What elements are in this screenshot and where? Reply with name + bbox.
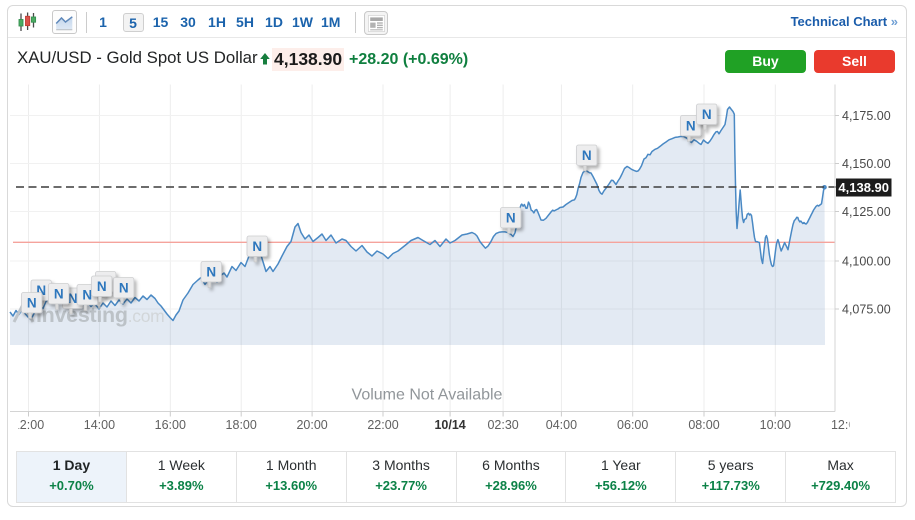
svg-text:N: N (206, 265, 216, 280)
svg-text:04:00: 04:00 (546, 418, 577, 432)
svg-text:N: N (119, 281, 129, 296)
svg-text:4,100.00: 4,100.00 (842, 255, 891, 269)
svg-text:18:00: 18:00 (226, 418, 257, 432)
svg-text:22:00: 22:00 (367, 418, 398, 432)
svg-text:N: N (82, 288, 92, 303)
svg-text:N: N (54, 287, 64, 302)
svg-text:N: N (506, 211, 516, 226)
svg-text:N: N (27, 296, 37, 311)
svg-text:4,150.00: 4,150.00 (842, 157, 891, 171)
svg-text:N: N (582, 148, 592, 163)
svg-text:08:00: 08:00 (688, 418, 719, 432)
svg-text:N: N (686, 119, 696, 134)
svg-text:4,175.00: 4,175.00 (842, 109, 891, 123)
svg-text:N: N (68, 291, 78, 306)
svg-text:Volume Not Available: Volume Not Available (352, 387, 503, 404)
svg-text:4,075.00: 4,075.00 (842, 303, 891, 317)
svg-text:N: N (97, 279, 107, 294)
svg-text:06:00: 06:00 (617, 418, 648, 432)
svg-text:4,138.90: 4,138.90 (838, 180, 889, 195)
svg-text:16:00: 16:00 (155, 418, 186, 432)
svg-text:20:00: 20:00 (296, 418, 327, 432)
svg-text:02:30: 02:30 (487, 418, 518, 432)
svg-text:10/14: 10/14 (434, 418, 465, 432)
svg-text:10:00: 10:00 (760, 418, 791, 432)
svg-text:N: N (702, 107, 712, 122)
svg-text:14:00: 14:00 (84, 418, 115, 432)
svg-text:N: N (252, 239, 262, 254)
svg-text:12:00: 12:00 (13, 418, 44, 432)
svg-text:4,125.00: 4,125.00 (842, 205, 891, 219)
svg-text:N: N (36, 283, 46, 298)
